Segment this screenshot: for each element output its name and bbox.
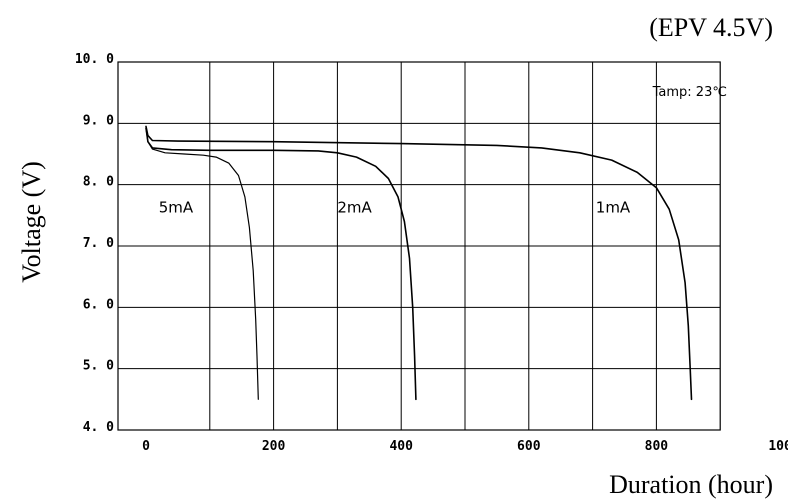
x-tick-label: 600 xyxy=(517,439,541,454)
series-label-1ma: 1mA xyxy=(596,198,631,216)
x-tick-label: 800 xyxy=(645,439,669,454)
temperature-annotation-background xyxy=(665,68,715,112)
axis-ticks: 0 200 400 600 800 1000 4. 0 5. 0 6. 0 7. 0 8. 0 9. … xyxy=(75,52,788,454)
chart-title: (EPV 4.5V) xyxy=(649,13,773,42)
y-tick-label: 7. 0 xyxy=(83,236,114,251)
x-axis-label: Duration (hour) xyxy=(609,470,773,499)
series-label-2ma: 2mA xyxy=(337,198,372,216)
y-tick-label: 8. 0 xyxy=(83,175,114,190)
series-line-1ma xyxy=(145,125,693,401)
y-tick-label: 6. 0 xyxy=(83,297,114,312)
series-label-5ma: 5mA xyxy=(159,198,194,216)
x-tick-label: 0 xyxy=(142,439,150,454)
y-tick-label: 9. 0 xyxy=(83,113,114,128)
temperature-annotation: Tamp: 23℃ xyxy=(652,85,727,100)
x-tick-label: 200 xyxy=(262,439,286,454)
y-tick-label: 5. 0 xyxy=(83,359,114,374)
temperature-annotation-box: Tamp: 23℃ xyxy=(652,68,727,112)
series-lines xyxy=(145,125,693,401)
x-tick-label: 400 xyxy=(389,439,413,454)
y-axis-label: Voltage (V) xyxy=(17,161,46,283)
y-tick-label: 4. 0 xyxy=(83,420,114,435)
series-line-2ma xyxy=(145,127,417,401)
x-tick-label: 1000 xyxy=(768,439,788,454)
y-tick-label: 10. 0 xyxy=(75,52,114,67)
series-labels: 5mA 2mA 1mA xyxy=(159,198,631,216)
plot-grid xyxy=(117,61,721,431)
series-line-5ma xyxy=(145,127,259,400)
